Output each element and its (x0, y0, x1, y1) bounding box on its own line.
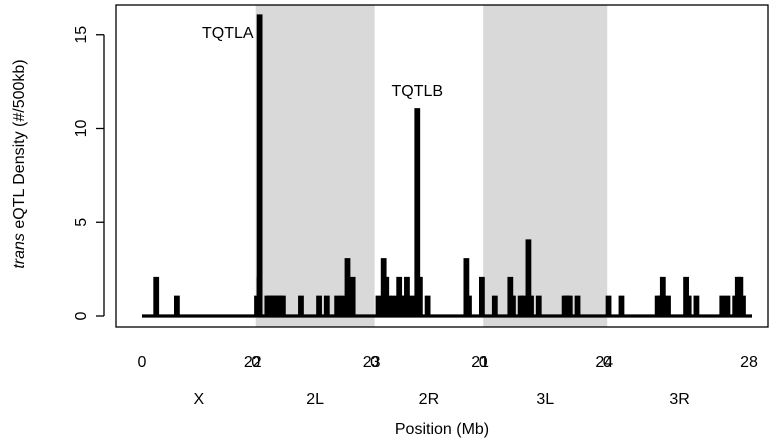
y-axis-label-rest: eQTL Density (#/500kb) (11, 59, 28, 233)
series-peak-39 (520, 295, 527, 316)
series-peak-27 (404, 276, 410, 316)
x-tick-start-3r: 0 (603, 354, 612, 371)
series-peak-15 (334, 295, 341, 316)
series-peak-51 (659, 276, 666, 316)
series-peak-32 (463, 258, 470, 316)
series-peak-40 (525, 239, 532, 316)
series-peak-0 (153, 276, 160, 316)
y-tick-label-15: 15 (73, 26, 90, 44)
series-peak-56 (719, 295, 726, 316)
annotation-tqtlb: TQTLB (391, 83, 443, 100)
series-peak-1 (174, 295, 180, 316)
x-tick-end-2r: 21 (471, 354, 489, 371)
series-peak-19 (375, 295, 382, 316)
y-tick-label-0: 0 (73, 311, 90, 320)
series-peak-55 (693, 295, 700, 316)
y-axis: 0 5 10 15 (73, 26, 105, 320)
x-axis-label: Position (Mb) (395, 421, 489, 438)
series-peak-30 (416, 276, 423, 316)
series-peak-17 (344, 258, 351, 316)
series-peak-57 (724, 295, 731, 316)
x-tick-end-x: 22 (244, 354, 262, 371)
series-peak-61 (740, 295, 746, 316)
series-peak-22 (385, 295, 392, 316)
x-tick-start-2l: 0 (251, 354, 260, 371)
series-peak-34 (479, 276, 485, 316)
annotation-tqtla: TQTLA (202, 25, 254, 42)
shade-band-2l (255, 5, 375, 327)
series-peak-11 (279, 295, 286, 316)
chromosome-label-3l: 3L (536, 391, 554, 408)
series-peak-16 (339, 295, 346, 316)
x-tick-end-3r: 28 (740, 354, 758, 371)
plot-frame (115, 4, 769, 328)
series-peak-29 (414, 108, 421, 316)
chromosome-label-2r: 2R (419, 391, 439, 408)
y-tick-label-5: 5 (73, 218, 90, 227)
series-peak-28 (409, 295, 415, 316)
chromosome-label-2l: 2L (306, 391, 324, 408)
series-peak-52 (665, 295, 671, 316)
x-tick-start-x: 0 (138, 354, 147, 371)
y-axis-label-italic: trans (11, 233, 28, 269)
density-series (142, 14, 752, 318)
series-peak-18 (349, 276, 356, 316)
chromosome-shading (255, 5, 608, 327)
series-peak-13 (316, 295, 322, 316)
series-peak-45 (566, 295, 573, 316)
chromosome-label-3r: 3R (669, 391, 689, 408)
y-axis-label: trans eQTL Density (#/500kb) (11, 59, 28, 268)
series-peak-46 (574, 295, 581, 316)
series-peak-35 (491, 295, 498, 316)
peak-annotations: TQTLA TQTLB (202, 25, 443, 100)
series-peak-42 (535, 295, 542, 316)
y-tick-label-10: 10 (73, 120, 90, 138)
series-peak-37 (510, 295, 516, 316)
series-peak-33 (466, 295, 472, 316)
series-peak-48 (618, 295, 625, 316)
series-peak-14 (323, 295, 330, 316)
series-peak-47 (605, 295, 612, 316)
shade-band-3l (483, 5, 608, 327)
series-peak-12 (298, 295, 304, 316)
series-peak-31 (424, 295, 431, 316)
series-peak-54 (685, 295, 692, 316)
series-peak-4 (256, 14, 263, 316)
series-peak-41 (528, 295, 534, 316)
x-tick-start-3l: 0 (479, 354, 488, 371)
chromosome-label-x: X (194, 391, 205, 408)
series-peak-23 (391, 295, 397, 316)
x-tick-end-3l: 24 (595, 354, 613, 371)
x-tick-end-2l: 23 (363, 354, 381, 371)
x-tick-start-2r: 0 (370, 354, 379, 371)
